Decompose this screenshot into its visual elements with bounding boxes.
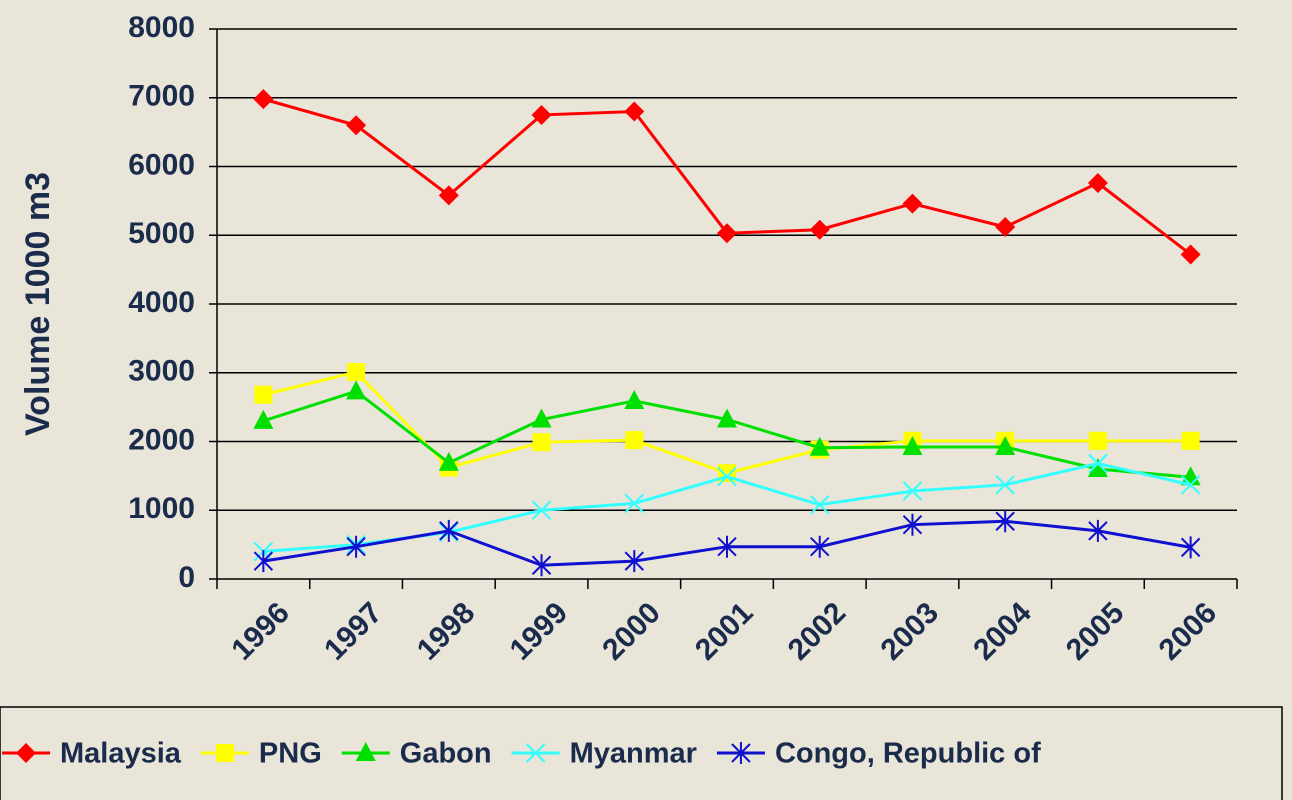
marker xyxy=(624,493,644,514)
marker xyxy=(16,743,36,763)
marker xyxy=(1088,431,1107,450)
marker xyxy=(531,408,552,428)
marker xyxy=(346,380,367,400)
marker xyxy=(1180,475,1201,495)
x-tick-label: 1997 xyxy=(318,596,389,667)
x-tick-label: 1996 xyxy=(225,596,296,667)
y-tick-label: 4000 xyxy=(128,286,195,319)
x-tick-label: 2005 xyxy=(1060,596,1131,667)
marker xyxy=(1181,431,1200,450)
marker xyxy=(532,433,551,452)
y-tick-label: 3000 xyxy=(128,355,195,388)
legend-item: Congo, Republic of xyxy=(716,738,1041,770)
marker xyxy=(346,535,366,558)
legend-item: PNG xyxy=(200,738,322,770)
marker xyxy=(1088,453,1108,474)
marker xyxy=(995,475,1015,495)
marker xyxy=(810,535,830,558)
marker xyxy=(439,519,459,542)
legend-label: PNG xyxy=(259,738,322,770)
marker xyxy=(810,495,830,515)
marker xyxy=(902,436,923,455)
x-tick-label: 1998 xyxy=(411,596,482,667)
marker xyxy=(995,510,1015,533)
x-tick-label: 2001 xyxy=(689,596,760,667)
marker xyxy=(625,431,644,450)
marker xyxy=(525,743,546,763)
marker xyxy=(995,436,1016,455)
marker xyxy=(438,185,459,206)
marker xyxy=(531,554,552,577)
marker xyxy=(624,550,644,573)
legend-label: Gabon xyxy=(400,738,492,770)
marker xyxy=(809,436,830,456)
marker xyxy=(902,193,923,214)
marker xyxy=(215,744,234,762)
legend-label: Malaysia xyxy=(60,738,182,770)
marker xyxy=(1180,536,1201,559)
marker xyxy=(624,101,645,122)
marker xyxy=(347,363,366,382)
y-tick-label: 8000 xyxy=(128,11,195,44)
marker xyxy=(731,742,751,764)
legend-item: Malaysia xyxy=(2,738,182,770)
marker xyxy=(624,389,645,409)
marker xyxy=(531,104,552,125)
legend-label: Myanmar xyxy=(570,738,697,770)
legend-label: Congo, Republic of xyxy=(775,738,1041,770)
x-tick-label: 2000 xyxy=(596,596,667,667)
marker xyxy=(1088,519,1108,542)
marker xyxy=(717,466,737,487)
legend-box xyxy=(0,706,1283,800)
x-tick-label: 2004 xyxy=(967,596,1038,667)
y-tick-label: 2000 xyxy=(128,423,195,456)
marker xyxy=(438,451,459,471)
x-tick-label: 2006 xyxy=(1153,596,1224,667)
marker xyxy=(902,481,923,501)
marker xyxy=(902,513,923,536)
marker xyxy=(346,115,367,136)
marker xyxy=(809,219,830,240)
y-tick-label: 6000 xyxy=(128,148,195,181)
marker xyxy=(1087,173,1108,193)
x-tick-label: 1999 xyxy=(504,596,575,667)
y-tick-label: 0 xyxy=(178,561,195,594)
marker xyxy=(995,217,1016,237)
marker xyxy=(717,535,737,558)
x-tick-label: 2003 xyxy=(874,596,945,667)
marker xyxy=(253,409,274,429)
x-tick-label: 2002 xyxy=(782,596,853,667)
marker xyxy=(1180,244,1201,265)
legend-item: Gabon xyxy=(341,738,492,770)
marker xyxy=(717,223,737,244)
marker xyxy=(717,408,737,428)
marker xyxy=(253,550,274,573)
marker xyxy=(531,500,552,520)
y-axis-label: Volume 1000 m3 xyxy=(19,172,57,436)
y-tick-label: 1000 xyxy=(128,492,195,525)
legend-item: Myanmar xyxy=(511,738,697,770)
y-tick-label: 7000 xyxy=(128,80,195,113)
y-tick-label: 5000 xyxy=(128,217,195,250)
marker xyxy=(1087,458,1108,477)
marker xyxy=(355,742,376,761)
marker xyxy=(253,89,274,110)
marker xyxy=(254,385,273,404)
